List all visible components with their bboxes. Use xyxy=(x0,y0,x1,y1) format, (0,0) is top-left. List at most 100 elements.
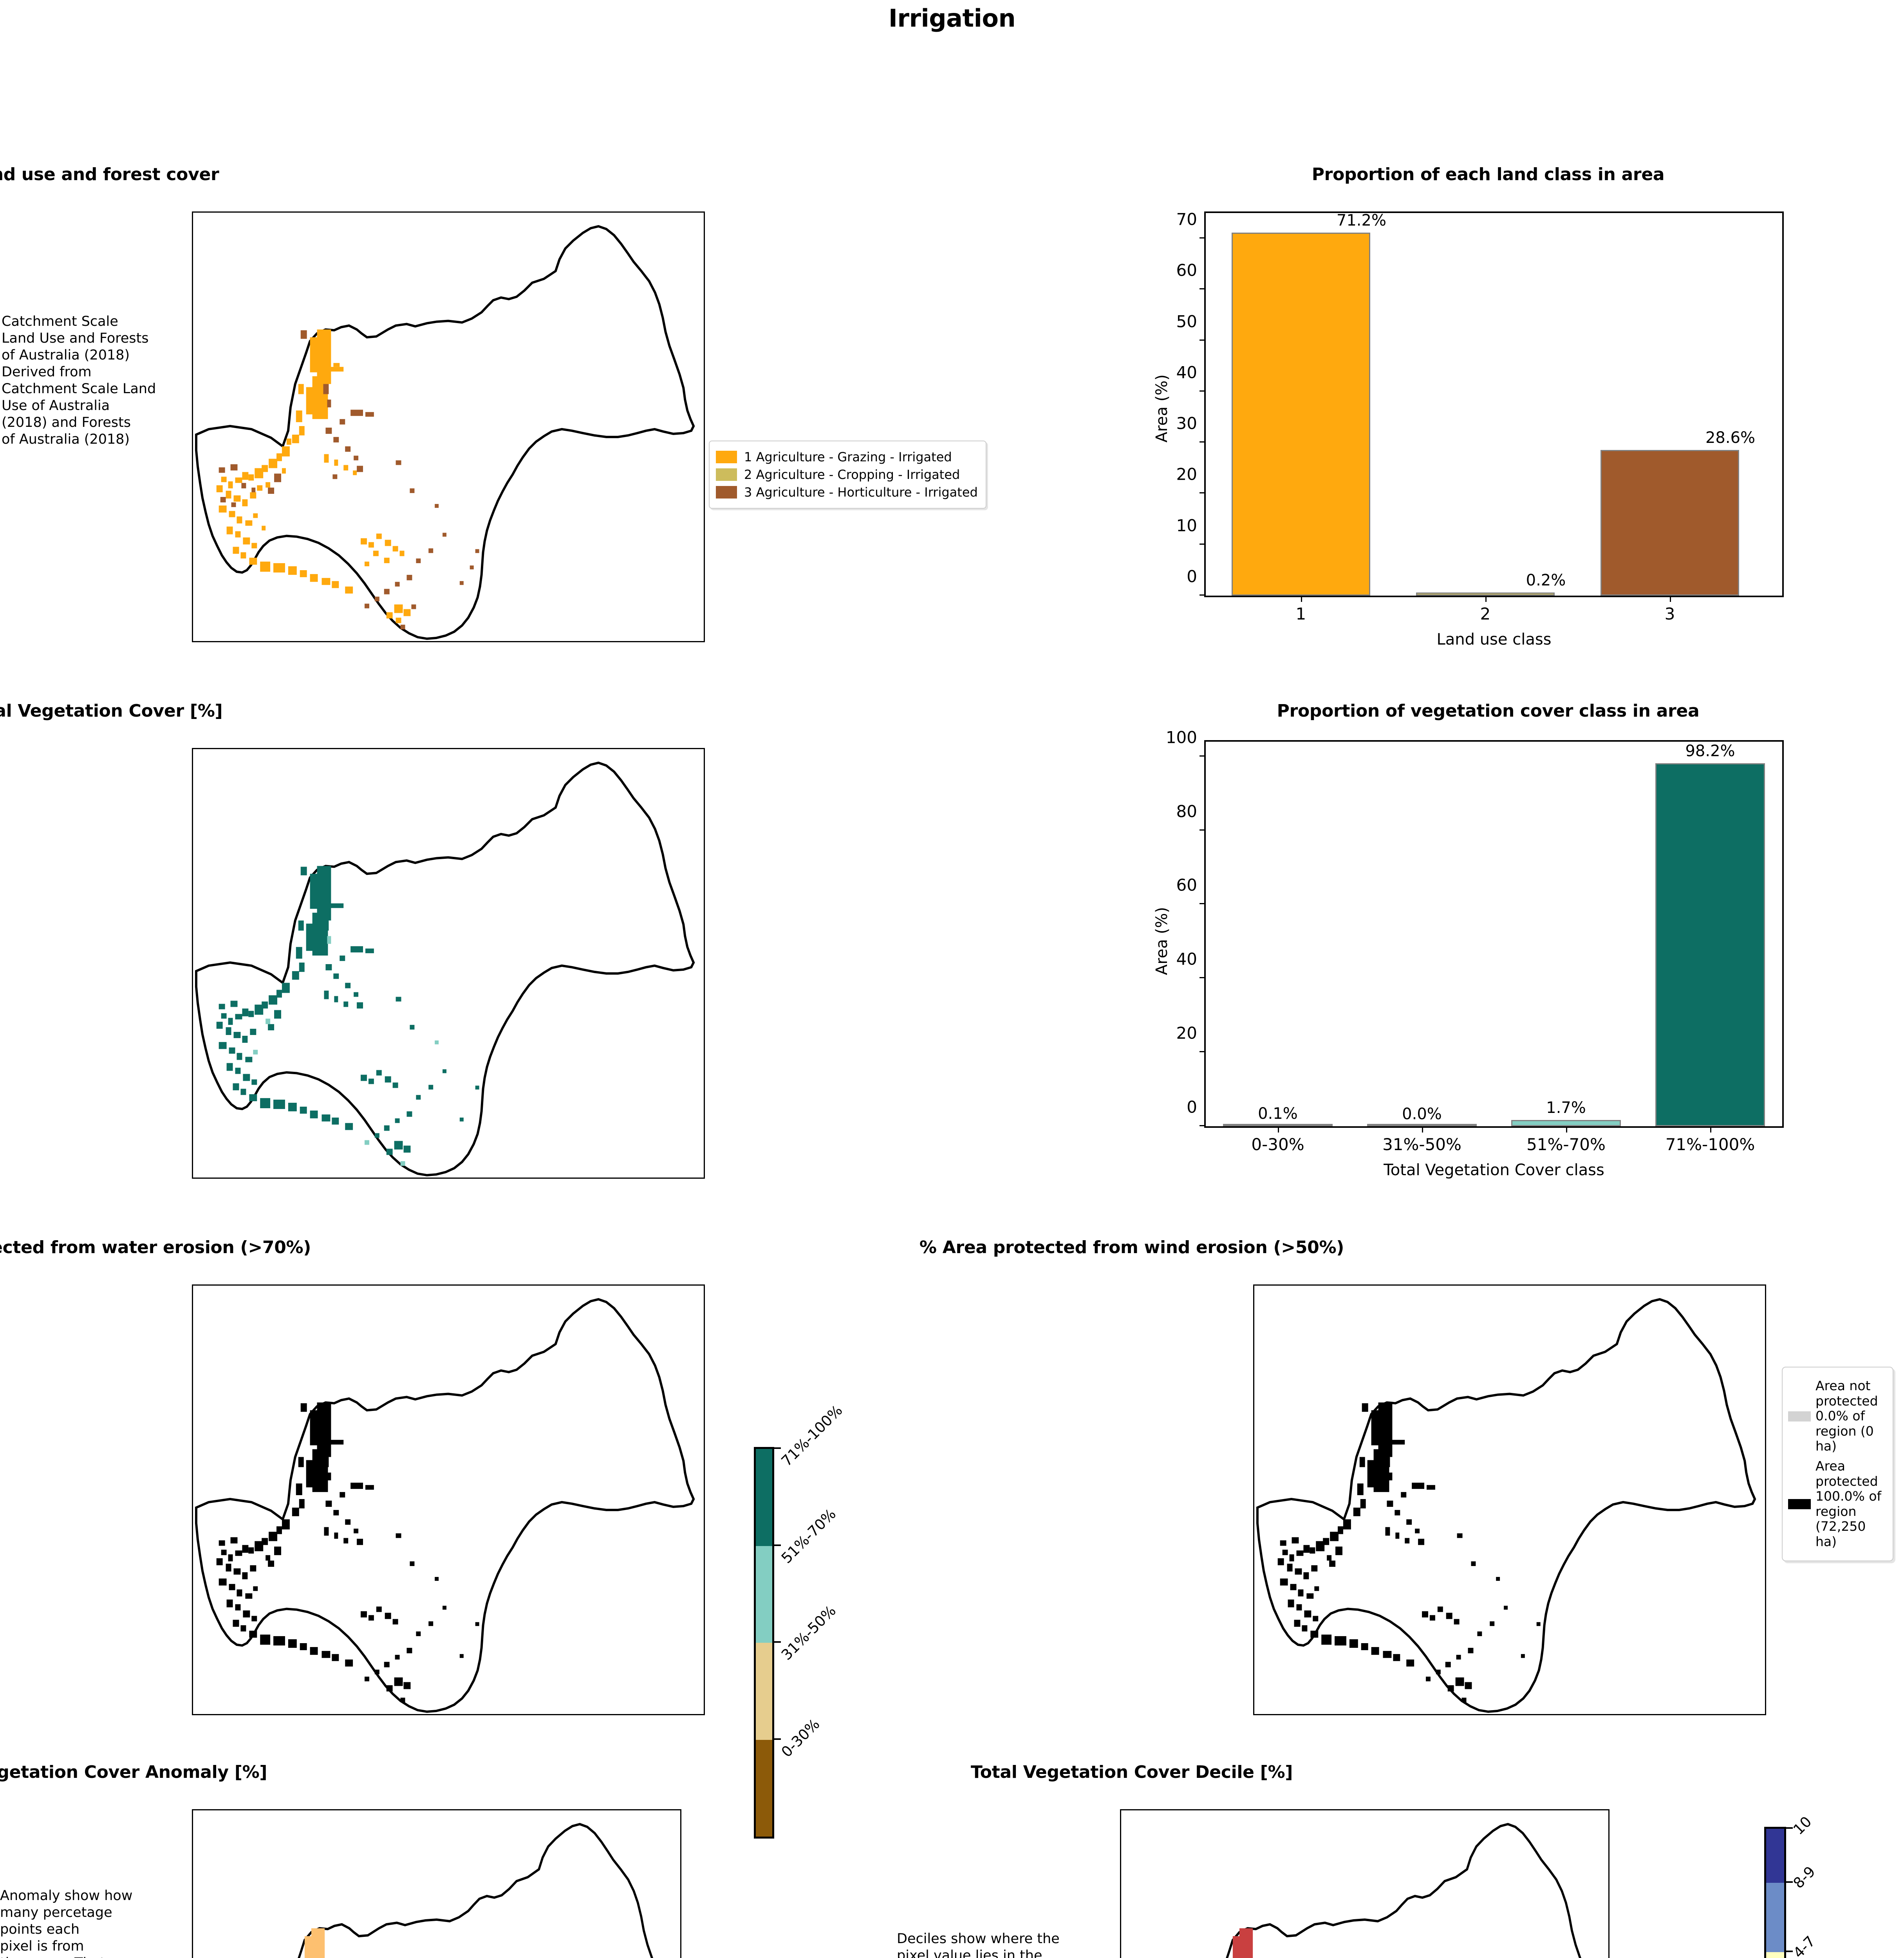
anomaly-map-canvas xyxy=(192,1809,681,1958)
y-tick-label: 10 xyxy=(1176,516,1197,535)
legend-item-not-protected: Area not protected 0.0% of region (0 ha) xyxy=(1788,1378,1887,1454)
legend-item: 1 Agriculture - Grazing - Irrigated xyxy=(716,450,978,464)
y-tick-mark xyxy=(1199,977,1206,979)
y-tick-mark xyxy=(1199,237,1206,239)
region-outline-svg xyxy=(195,225,695,640)
bar-veg-71-100[interactable] xyxy=(1655,763,1765,1126)
y-axis-label: Area (%) xyxy=(1153,374,1171,443)
y-tick-mark xyxy=(1199,1125,1206,1126)
cbar-segment-0-30 xyxy=(756,1739,772,1837)
decile-map-canvas xyxy=(1120,1809,1610,1958)
x-tick-label: 71%-100% xyxy=(1665,1135,1755,1154)
y-tick-mark xyxy=(1199,441,1206,443)
bar-class-2[interactable] xyxy=(1416,592,1555,596)
land-use-caption: Catchment Scale Land Use and Forests of … xyxy=(2,314,156,448)
bar-value-label: 98.2% xyxy=(1685,742,1735,760)
color-swatch-icon xyxy=(1788,1499,1811,1509)
y-tick-label: 80 xyxy=(1176,802,1197,821)
y-axis-label: Area (%) xyxy=(1153,907,1171,975)
bar-veg-0-30[interactable] xyxy=(1223,1124,1333,1126)
land-use-pixels-horticulture xyxy=(219,330,479,630)
legend-item-protected: Area protected 100.0% of region (72,250 … xyxy=(1788,1458,1887,1550)
land-use-map-canvas xyxy=(192,211,705,642)
legend-label: Area protected 100.0% of region (72,250 … xyxy=(1815,1458,1882,1550)
bar-value-label: 0.2% xyxy=(1526,571,1566,590)
x-tick-mark xyxy=(1278,1126,1279,1133)
cbar-segment-10 xyxy=(1766,1829,1784,1883)
wind-erosion-map-canvas xyxy=(1253,1284,1766,1715)
region-outline-svg xyxy=(195,1298,695,1713)
y-tick-mark xyxy=(1199,339,1206,341)
cbar-tick xyxy=(1784,1827,1793,1829)
color-swatch-icon xyxy=(716,451,737,463)
region-outline-svg xyxy=(1226,1823,1581,1958)
panel-anomaly-map: Total Vegetation Cover Anomaly [%] Anoma… xyxy=(0,1762,940,1958)
cbar-segment-51-70 xyxy=(756,1546,772,1643)
bar-value-label: 28.6% xyxy=(1705,428,1756,447)
land-use-map-title: Land use and forest cover xyxy=(0,164,219,184)
y-tick-label: 30 xyxy=(1176,414,1197,433)
bar-veg-31-50[interactable] xyxy=(1367,1124,1477,1126)
bar-value-label: 71.2% xyxy=(1336,211,1386,229)
cbar-segment-71-100 xyxy=(756,1449,772,1546)
legend-label: 3 Agriculture - Horticulture - Irrigated xyxy=(744,485,978,500)
x-tick-label: 0-30% xyxy=(1251,1135,1304,1154)
y-tick-mark xyxy=(1199,755,1206,757)
x-tick-mark xyxy=(1669,596,1671,602)
panel-decile-map: Total Vegetation Cover Decile [%] Decile… xyxy=(897,1762,1903,1958)
x-axis-label: Land use class xyxy=(1436,630,1552,648)
y-tick-label: 60 xyxy=(1176,260,1197,280)
y-tick-label: 40 xyxy=(1176,363,1197,382)
panel-veg-cover-map: Total Vegetation Cover [%] xyxy=(0,701,940,1839)
veg-cover-bar-plot: 0.1% 0.0% 1.7% 98.2% 0 20 40 60 80 100 0… xyxy=(1166,728,1784,1154)
y-tick-mark xyxy=(1199,492,1206,494)
veg-cover-pixels-mid xyxy=(253,936,439,1166)
legend-label: Area not protected 0.0% of region (0 ha) xyxy=(1815,1378,1878,1454)
y-tick-label: 60 xyxy=(1176,875,1197,895)
panel-wind-erosion-map: % Area protected from wind erosion (>50%… xyxy=(919,1237,1903,1731)
page-title: Irrigation xyxy=(888,4,1016,33)
veg-cover-pixels-high xyxy=(216,866,479,1155)
legend-item: 2 Agriculture - Cropping - Irrigated xyxy=(716,467,978,482)
y-tick-label: 0 xyxy=(1187,1097,1197,1117)
y-tick-label: 40 xyxy=(1176,949,1197,969)
y-tick-mark xyxy=(1199,903,1206,905)
legend-item: 3 Agriculture - Horticulture - Irrigated xyxy=(716,485,978,500)
land-use-pixels-grazing xyxy=(216,329,411,623)
wind-erosion-legend: Area not protected 0.0% of region (0 ha)… xyxy=(1782,1367,1893,1561)
veg-cover-bar-title: Proportion of vegetation cover class in … xyxy=(1277,701,1700,721)
anomaly-title: Total Vegetation Cover Anomaly [%] xyxy=(0,1762,267,1782)
decile-pixels-low xyxy=(1232,1928,1253,1958)
y-tick-label: 70 xyxy=(1176,210,1197,229)
panel-water-erosion-map: % Area protected from water erosion (>70… xyxy=(0,1237,940,1731)
decile-caption: Deciles show where the pixel value lies … xyxy=(897,1931,1060,1958)
water-erosion-map-canvas xyxy=(192,1284,705,1715)
y-tick-label: 50 xyxy=(1176,312,1197,331)
y-tick-label: 100 xyxy=(1165,728,1197,747)
x-tick-mark xyxy=(1422,1126,1423,1133)
cbar-tick xyxy=(1784,1951,1793,1953)
bar-veg-51-70[interactable] xyxy=(1511,1120,1621,1126)
color-swatch-icon xyxy=(716,468,737,481)
y-tick-mark xyxy=(1199,288,1206,290)
decile-title: Total Vegetation Cover Decile [%] xyxy=(970,1762,1293,1782)
bar-class-3[interactable] xyxy=(1601,450,1739,596)
decile-colorbar: 1 2-3 4-7 8-9 10 xyxy=(1764,1813,1819,1958)
anomaly-pixels-negative xyxy=(304,1928,325,1958)
cbar-tick xyxy=(772,1447,781,1449)
y-tick-mark xyxy=(1199,543,1206,545)
y-tick-label: 20 xyxy=(1176,1023,1197,1043)
panel-land-use-map: Land use and forest cover Catchment Scal… xyxy=(0,164,986,658)
x-tick-label: 1 xyxy=(1295,604,1306,623)
wind-erosion-title: % Area protected from wind erosion (>50%… xyxy=(919,1237,1344,1257)
y-tick-mark xyxy=(1199,390,1206,392)
y-tick-mark xyxy=(1199,594,1206,596)
x-tick-label: 51%-70% xyxy=(1526,1135,1606,1154)
x-tick-label: 3 xyxy=(1664,604,1675,623)
bars-group xyxy=(1206,213,1782,596)
bar-class-1[interactable] xyxy=(1232,232,1370,596)
veg-cover-colorbar: 0-30% 31%-50% 51%-70% 71%-100% xyxy=(754,1402,846,1839)
x-tick-mark xyxy=(1566,1126,1567,1133)
land-use-legend: 1 Agriculture - Grazing - Irrigated 2 Ag… xyxy=(709,441,986,509)
